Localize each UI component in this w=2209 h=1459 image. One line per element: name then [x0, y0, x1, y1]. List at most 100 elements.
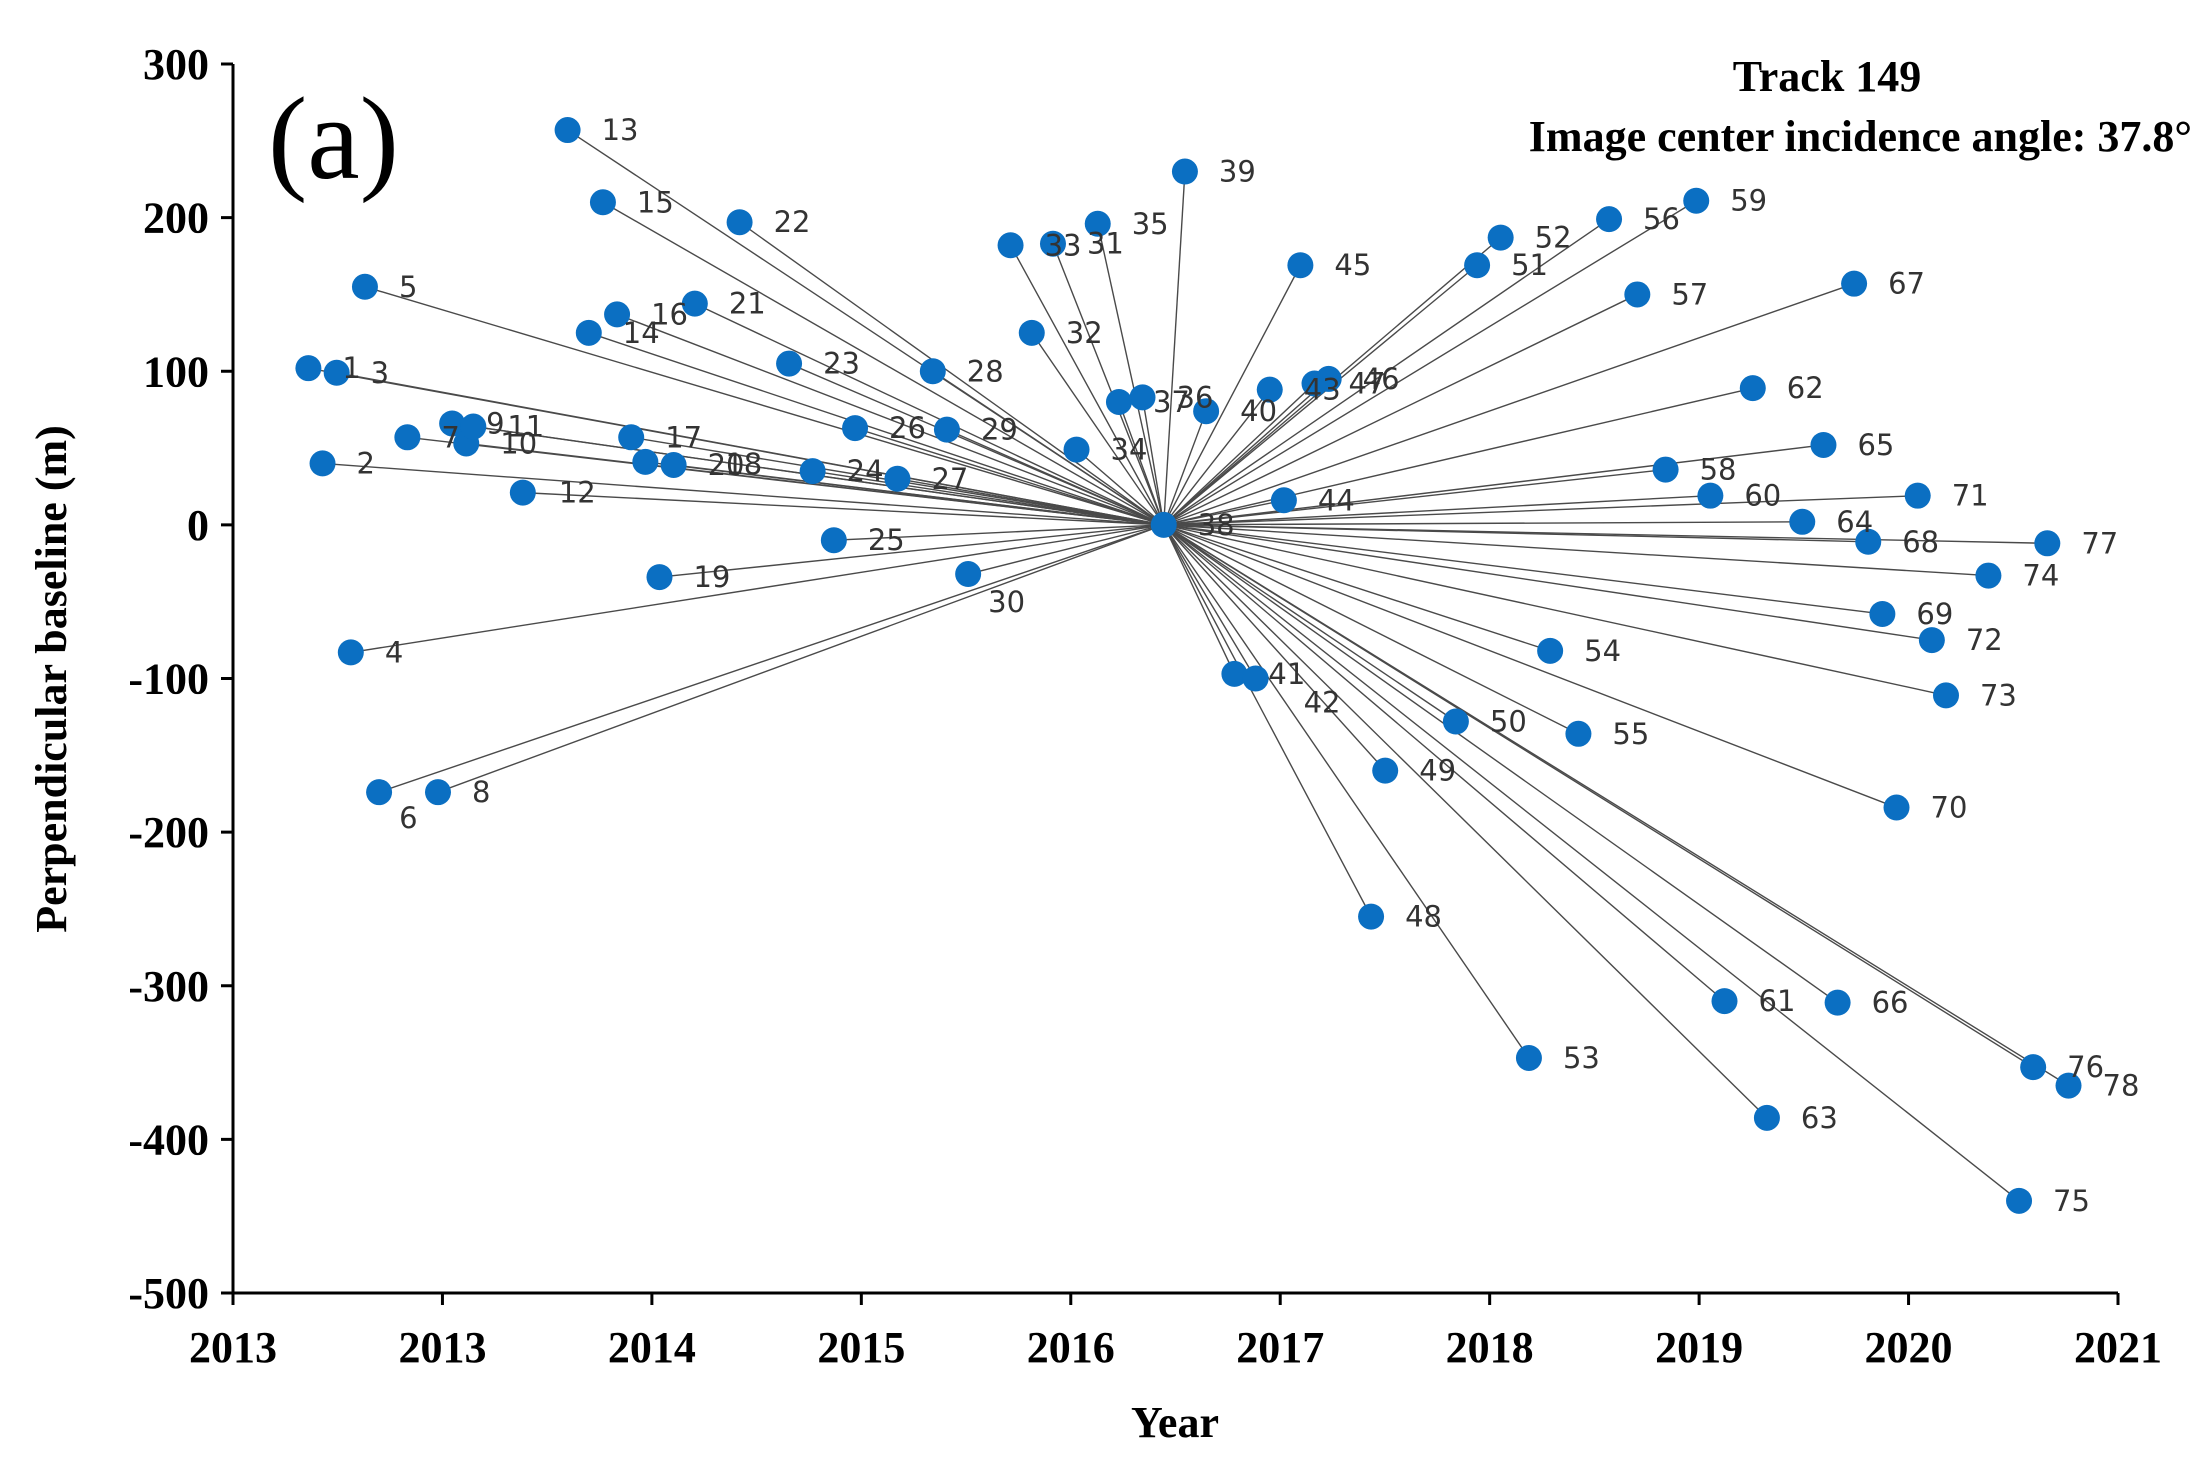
baseline-link	[1052, 243, 1165, 526]
point-label: 52	[1535, 221, 1572, 255]
point-label: 59	[1730, 184, 1767, 218]
x-tick-label: 2021	[2074, 1323, 2162, 1372]
x-tick-label: 2016	[1027, 1323, 1115, 1372]
data-point	[1697, 482, 1724, 509]
data-point	[337, 639, 364, 666]
point-label: 33	[1045, 228, 1082, 262]
baseline-link	[1141, 397, 1165, 525]
data-point	[1256, 376, 1283, 403]
point-label: 78	[2103, 1069, 2140, 1103]
data-point	[1918, 627, 1945, 654]
data-point	[1129, 384, 1156, 411]
baseline-link	[1163, 524, 1257, 679]
baseline-link	[1163, 524, 1768, 1119]
baseline-link	[1163, 468, 1666, 526]
data-point	[1287, 252, 1314, 279]
baseline-link	[1009, 244, 1165, 526]
baseline-link	[1163, 494, 1711, 526]
data-point	[726, 209, 753, 236]
point-label: 69	[1916, 597, 1953, 631]
point-label: 17	[665, 420, 702, 454]
baseline-link	[833, 524, 1164, 541]
point-label: 57	[1671, 277, 1708, 311]
data-point	[366, 779, 393, 806]
point-label: 51	[1511, 248, 1548, 282]
point-label: 37	[1153, 385, 1190, 419]
data-point	[842, 415, 869, 442]
data-point	[1824, 989, 1851, 1016]
data-point	[1464, 252, 1491, 279]
y-tick-label: -100	[128, 655, 209, 704]
baseline-link	[1163, 283, 1855, 526]
point-label: 8	[472, 775, 490, 809]
point-label: 26	[889, 411, 926, 445]
data-point	[1652, 456, 1679, 483]
y-axis-title: Perpendicular baseline (m)	[27, 425, 76, 933]
baseline-link	[1097, 223, 1165, 526]
x-ticks: 2013 2013 2014 2015 2016 2017 2018 2019 2020 2021	[189, 1293, 2162, 1372]
point-label: 7	[441, 420, 459, 454]
point-label: 13	[602, 113, 639, 147]
data-point	[1442, 708, 1469, 735]
data-point	[439, 410, 466, 437]
baseline-link	[1163, 444, 1824, 526]
baseline-link	[1163, 524, 1579, 735]
point-label: 43	[1304, 373, 1341, 407]
baseline-link	[1076, 449, 1165, 526]
point-label: 38	[1198, 508, 1235, 542]
data-point	[2020, 1054, 2047, 1081]
x-tick-label: 2017	[1236, 1323, 1324, 1372]
point-label: 21	[729, 287, 766, 321]
x-tick-label: 2013	[189, 1323, 277, 1372]
point-label: 40	[1240, 394, 1277, 428]
point-label: 5	[399, 270, 417, 304]
point-label: 16	[651, 297, 688, 331]
point-label: 25	[868, 523, 905, 557]
data-point	[1150, 511, 1177, 538]
point-label: 23	[823, 347, 860, 381]
data-point	[933, 416, 960, 443]
x-tick-label: 2015	[817, 1323, 905, 1372]
baseline-link	[1163, 383, 1315, 526]
baseline-link	[1163, 494, 1918, 526]
data-point	[681, 290, 708, 317]
point-label: 9	[486, 406, 504, 440]
baseline-link	[1163, 524, 1530, 1059]
point-label: 48	[1405, 900, 1442, 934]
y-tick-label: -300	[128, 962, 209, 1011]
point-label: 30	[988, 585, 1025, 619]
data-point	[1565, 720, 1592, 747]
data-points	[295, 117, 2082, 1214]
baseline-link	[1163, 293, 1638, 526]
baseline-link	[322, 462, 1164, 526]
track-title: Track 149	[1733, 52, 1922, 101]
point-label: 20	[708, 448, 745, 482]
point-label: 11	[507, 410, 544, 444]
baseline-link	[673, 464, 1164, 526]
point-label: 77	[2081, 526, 2118, 560]
data-point	[1084, 210, 1111, 237]
panel-label: (a)	[268, 73, 399, 204]
baseline-link	[588, 332, 1164, 526]
data-point	[2006, 1187, 2033, 1214]
point-label: 66	[1872, 986, 1909, 1020]
point-label: 47	[1349, 367, 1386, 401]
baseline-link	[1163, 524, 1457, 723]
data-point	[1487, 224, 1514, 251]
point-label: 64	[1836, 505, 1873, 539]
point-label: 28	[967, 354, 1004, 388]
y-tick-label: 300	[143, 40, 209, 89]
baseline-link	[1163, 524, 1372, 917]
baseline-link	[1163, 264, 1302, 526]
data-point	[1039, 230, 1066, 257]
point-label: 19	[693, 560, 730, 594]
baseline-link	[967, 524, 1164, 575]
baseline-link	[1118, 401, 1165, 526]
point-label: 60	[1744, 479, 1781, 513]
data-point	[1810, 431, 1837, 458]
point-label: 14	[623, 316, 660, 350]
point-label: 45	[1334, 248, 1371, 282]
point-label: 76	[2067, 1050, 2104, 1084]
baseline-link	[897, 478, 1164, 526]
point-label: 24	[847, 454, 884, 488]
